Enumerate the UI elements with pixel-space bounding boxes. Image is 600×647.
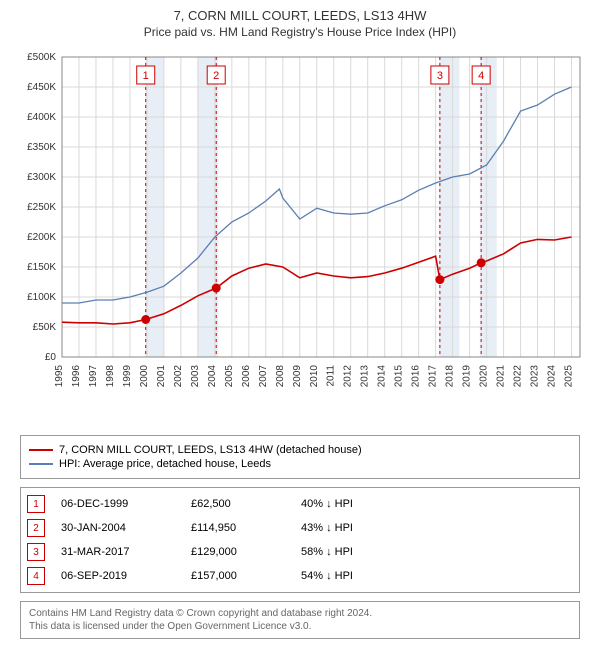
svg-text:2022: 2022 (513, 365, 524, 388)
svg-text:£150K: £150K (27, 262, 56, 273)
transaction-diff: 58% ↓ HPI (301, 546, 353, 558)
transaction-price: £62,500 (191, 498, 301, 510)
chart-container: 7, CORN MILL COURT, LEEDS, LS13 4HW Pric… (0, 0, 600, 647)
svg-text:2023: 2023 (530, 365, 541, 388)
transaction-diff: 43% ↓ HPI (301, 522, 353, 534)
svg-text:£0: £0 (45, 352, 57, 363)
transaction-date: 06-DEC-1999 (61, 498, 191, 510)
svg-text:2002: 2002 (173, 365, 184, 388)
transaction-diff: 40% ↓ HPI (301, 498, 353, 510)
svg-text:2010: 2010 (309, 365, 320, 388)
svg-text:1996: 1996 (71, 365, 82, 388)
svg-text:2013: 2013 (360, 365, 371, 388)
transaction-marker: 1 (27, 495, 45, 513)
svg-text:£100K: £100K (27, 292, 56, 303)
transaction-marker: 3 (27, 543, 45, 561)
transaction-price: £157,000 (191, 570, 301, 582)
footer-line2: This data is licensed under the Open Gov… (29, 620, 571, 633)
svg-text:2020: 2020 (479, 365, 490, 388)
svg-text:£450K: £450K (27, 82, 56, 93)
svg-text:1995: 1995 (54, 365, 65, 388)
transaction-row: 3 31-MAR-2017£129,00058% ↓ HPI (27, 540, 573, 564)
legend-label: 7, CORN MILL COURT, LEEDS, LS13 4HW (det… (59, 444, 362, 456)
svg-text:2024: 2024 (547, 365, 558, 388)
legend-item: HPI: Average price, detached house, Leed… (29, 458, 571, 470)
svg-text:£250K: £250K (27, 202, 56, 213)
svg-text:2018: 2018 (445, 365, 456, 388)
svg-text:1997: 1997 (88, 365, 99, 388)
svg-text:2001: 2001 (156, 365, 167, 388)
svg-text:2017: 2017 (428, 365, 439, 388)
svg-text:2: 2 (213, 70, 219, 82)
footer-attribution: Contains HM Land Registry data © Crown c… (20, 601, 580, 639)
svg-text:£200K: £200K (27, 232, 56, 243)
svg-text:2014: 2014 (377, 365, 388, 388)
transaction-price: £129,000 (191, 546, 301, 558)
svg-text:1998: 1998 (105, 365, 116, 388)
svg-text:1999: 1999 (122, 365, 133, 388)
chart-title: 7, CORN MILL COURT, LEEDS, LS13 4HW (10, 8, 590, 23)
svg-text:£500K: £500K (27, 52, 56, 63)
transaction-diff: 54% ↓ HPI (301, 570, 353, 582)
svg-text:2019: 2019 (462, 365, 473, 388)
transaction-date: 31-MAR-2017 (61, 546, 191, 558)
svg-text:2009: 2009 (292, 365, 303, 388)
transaction-date: 06-SEP-2019 (61, 570, 191, 582)
chart-subtitle: Price paid vs. HM Land Registry's House … (10, 25, 590, 39)
legend-swatch (29, 449, 53, 451)
transaction-row: 4 06-SEP-2019£157,00054% ↓ HPI (27, 564, 573, 588)
svg-text:2004: 2004 (207, 365, 218, 388)
svg-text:3: 3 (437, 70, 443, 82)
transactions-table: 1 06-DEC-1999£62,50040% ↓ HPI 2 30-JAN-2004… (20, 487, 580, 593)
transaction-row: 2 30-JAN-2004£114,95043% ↓ HPI (27, 516, 573, 540)
transaction-row: 1 06-DEC-1999£62,50040% ↓ HPI (27, 492, 573, 516)
transaction-date: 30-JAN-2004 (61, 522, 191, 534)
svg-text:2005: 2005 (224, 365, 235, 388)
svg-text:2012: 2012 (343, 365, 354, 388)
svg-text:2011: 2011 (326, 365, 337, 387)
legend-swatch (29, 463, 53, 465)
legend-item: 7, CORN MILL COURT, LEEDS, LS13 4HW (det… (29, 444, 571, 456)
transaction-price: £114,950 (191, 522, 301, 534)
svg-text:2008: 2008 (275, 365, 286, 388)
svg-text:2006: 2006 (241, 365, 252, 388)
svg-text:£400K: £400K (27, 112, 56, 123)
legend-label: HPI: Average price, detached house, Leed… (59, 458, 271, 470)
svg-text:£50K: £50K (33, 322, 57, 333)
legend: 7, CORN MILL COURT, LEEDS, LS13 4HW (det… (20, 435, 580, 479)
svg-text:2016: 2016 (411, 365, 422, 388)
footer-line1: Contains HM Land Registry data © Crown c… (29, 607, 571, 620)
chart-plot: £0 £50K £100K £150K £200K £250K £300K £350K £400… (10, 47, 590, 427)
transaction-marker: 4 (27, 567, 45, 585)
svg-text:2003: 2003 (190, 365, 201, 388)
svg-text:2025: 2025 (564, 365, 575, 388)
svg-text:2000: 2000 (139, 365, 150, 388)
svg-text:2007: 2007 (258, 365, 269, 388)
transaction-marker: 2 (27, 519, 45, 537)
svg-text:£350K: £350K (27, 142, 56, 153)
svg-text:£300K: £300K (27, 172, 56, 183)
svg-text:1: 1 (143, 70, 149, 82)
svg-text:2021: 2021 (496, 365, 507, 388)
svg-text:4: 4 (478, 70, 484, 82)
svg-text:2015: 2015 (394, 365, 405, 388)
